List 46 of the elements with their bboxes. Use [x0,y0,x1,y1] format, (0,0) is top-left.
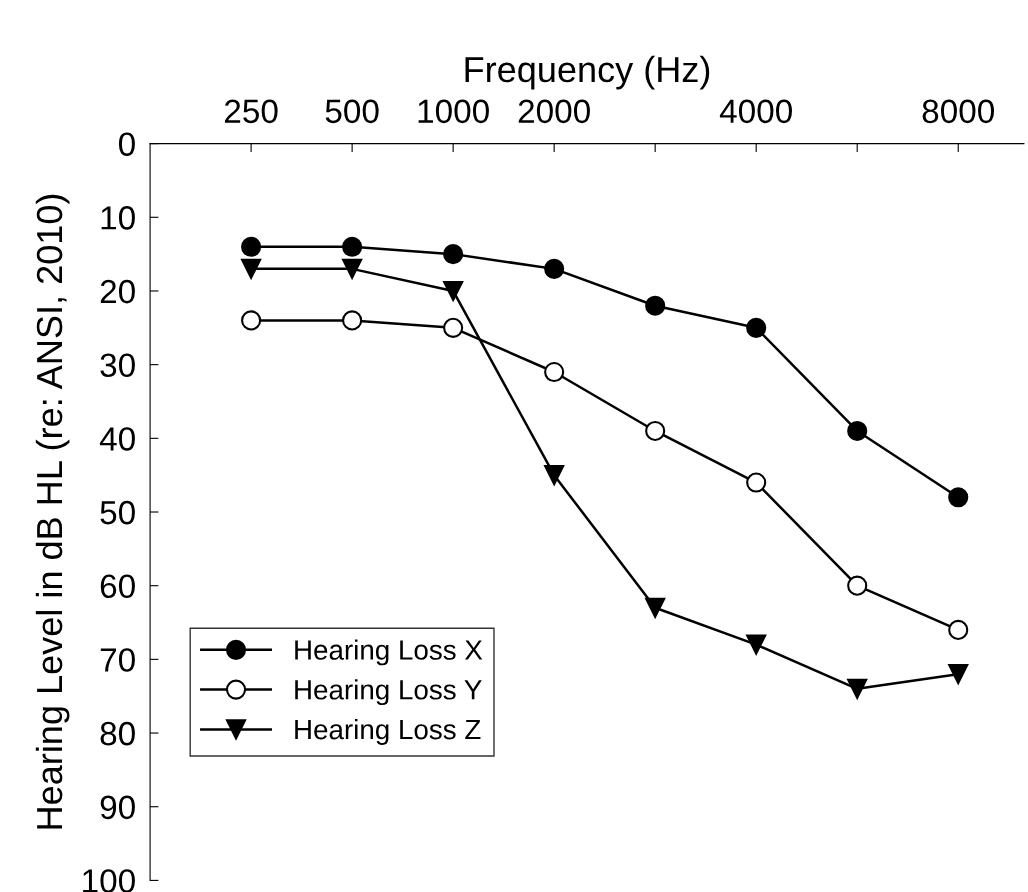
y-tick-label: 0 [118,132,135,157]
point [544,258,565,279]
point [948,619,969,640]
legend-label: Hearing Loss Y [295,679,482,706]
y-tick-label: 40 [99,427,135,451]
y-tick-label: 20 [100,279,135,304]
point [847,678,868,699]
y-tick-label: 70 [100,648,135,672]
legend-label: Hearing Loss X [295,639,483,666]
point [443,244,464,265]
point [544,465,565,486]
point [241,310,262,331]
point [948,487,969,508]
x-tick-label: 500 [325,99,379,124]
point [342,310,363,331]
y-tick-label: 10 [101,206,135,230]
point [544,361,565,383]
y-tick-label: 30 [100,353,135,378]
point [645,420,666,442]
point [948,664,969,685]
point [847,420,868,442]
x-tick-label: 250 [224,99,278,124]
point [645,295,666,316]
y-tick-label: 60 [100,574,135,599]
point [645,597,666,618]
point [746,317,767,338]
x-tick-label: 4000 [719,99,792,124]
point [342,258,363,279]
point [443,317,464,338]
point [241,236,262,257]
point [746,634,767,655]
x-axis-title: Frequency (Hz) [465,55,710,90]
y-tick-label: 90 [100,795,135,820]
y-tick-label: 50 [100,500,135,525]
point [847,575,868,596]
point [241,258,262,279]
point [443,280,464,302]
x-tick-label: 2000 [518,99,590,124]
x-tick-label: 8000 [922,99,994,124]
legend-label: Hearing Loss Z [295,718,481,745]
x-tick-label: 1000 [418,99,489,124]
point [342,236,363,257]
y-tick-label: 100 [83,869,135,892]
point [746,472,767,493]
y-axis-title: Hearing Level in dB HL (re: ANSI, 2010) [35,194,70,829]
y-tick-label: 80 [100,721,135,746]
